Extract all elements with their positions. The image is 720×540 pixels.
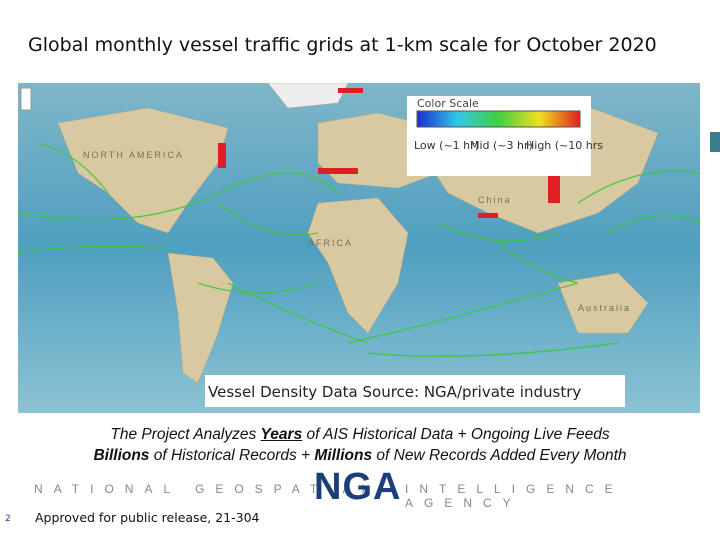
scale-label: Mid (~3 hr) — [470, 139, 533, 152]
map-label: NORTH AMERICA — [83, 150, 184, 160]
source-box — [205, 375, 625, 407]
map-label: AFRICA — [308, 238, 353, 248]
map-label: China — [478, 195, 512, 205]
caption-line: Billions of Historical Records + Million… — [0, 447, 720, 465]
caption-emphasis: Years — [260, 426, 303, 443]
color-scale-bar — [416, 110, 581, 128]
color-scale-box — [407, 96, 591, 176]
caption-emphasis: Millions — [314, 447, 373, 464]
high-density — [218, 88, 560, 218]
source-text: Vessel Density Data Source: NGA/private … — [208, 383, 581, 401]
scale-label: Low (~1 hr) — [414, 139, 479, 152]
zoom-control[interactable] — [20, 87, 32, 111]
caption-text: of AIS Historical Data + Ongoing Live Fe… — [302, 426, 610, 443]
caption-line: The Project Analyzes Years of AIS Histor… — [0, 426, 720, 444]
scale-label: High (~10 hrs — [526, 139, 603, 152]
caption-text: of Historical Records + — [149, 447, 315, 464]
scale-label: High (~10 hrs — [526, 139, 603, 152]
caption-text: of New Records Added Every Month — [372, 447, 627, 464]
page-number: 2 — [5, 514, 11, 524]
shipping-routes — [18, 142, 700, 358]
scale-label: Low (~1 hr) — [414, 139, 479, 152]
color-scale-title: Color Scale — [417, 97, 479, 110]
approval-note: Approved for public release, 21-304 — [35, 510, 260, 525]
logo: NGA — [314, 466, 402, 508]
agency-name-right: INTELLIGENCE AGENCY — [405, 482, 624, 510]
caption-emphasis: Billions — [93, 447, 150, 464]
scale-label: Mid (~3 hr) — [470, 139, 533, 152]
caption-text: The Project Analyzes — [110, 426, 261, 443]
map-label: Australia — [578, 303, 631, 313]
slide-title: Global monthly vessel traffic grids at 1… — [28, 34, 657, 56]
agency-name-left: NATIONAL GEOSPATIAL — [34, 482, 380, 496]
edge-tab — [710, 132, 720, 152]
vessel-map: NORTH AMERICA AFRICA China Australia Col… — [18, 83, 700, 413]
